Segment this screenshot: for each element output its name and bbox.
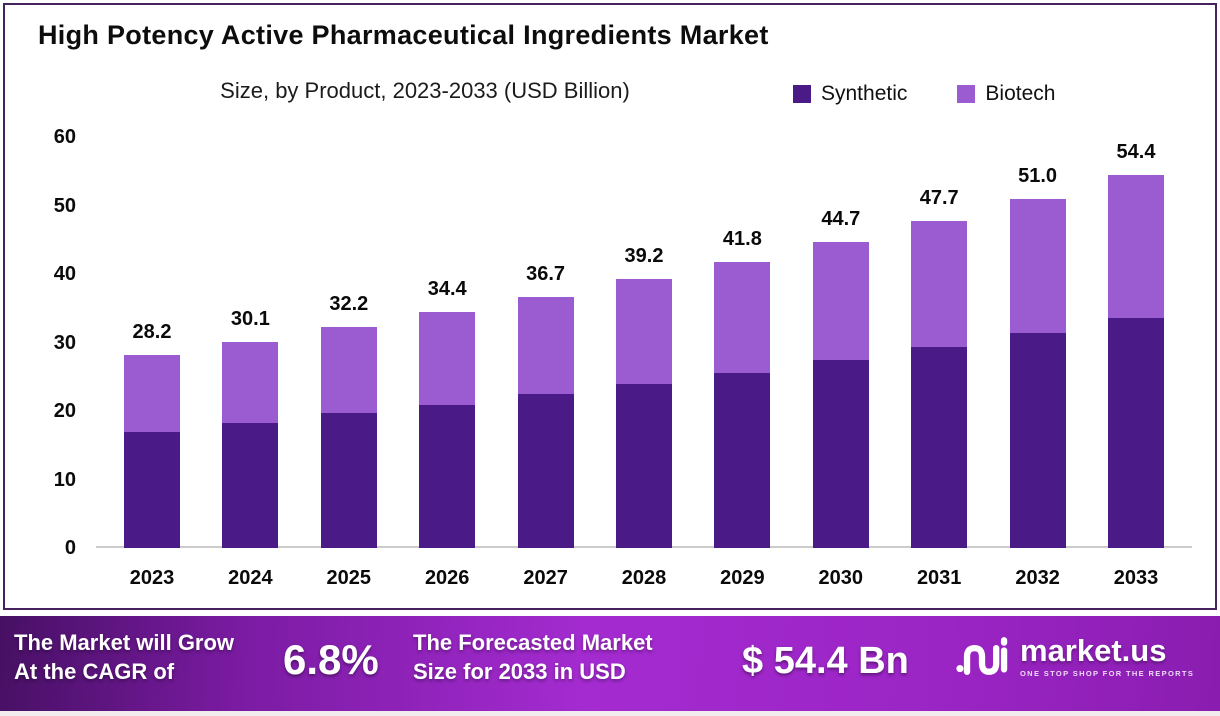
bar-2030-biotech	[812, 241, 869, 361]
legend-item-biotech: Biotech	[957, 82, 1055, 106]
x-axis-label-2027: 2027	[523, 567, 568, 589]
bar-2027-synthetic	[517, 393, 574, 548]
bar-total-label-2030: 44.7	[821, 207, 861, 230]
bar-2024-biotech	[222, 341, 279, 424]
bar-2023-synthetic	[124, 431, 180, 548]
x-axis-label-2028: 2028	[621, 567, 667, 589]
x-axis-label-2025: 2025	[326, 567, 372, 589]
chart-title: High Potency Active Pharmaceutical Ingre…	[38, 20, 769, 50]
bar-2031-biotech	[911, 221, 968, 348]
legend-label-biotech: Biotech	[985, 82, 1056, 105]
bar-2032-biotech	[1009, 198, 1066, 333]
bar-total-label-2031: 47.7	[919, 187, 959, 210]
marketus-logo: market.us ONE STOP SHOP FOR THE REPORTS	[956, 634, 1194, 678]
forecast-line1: The Forecasted Market	[413, 630, 653, 655]
footer-banner: The Market will Grow At the CAGR of 6.8%…	[0, 616, 1220, 711]
legend-label-synthetic: Synthetic	[821, 82, 908, 105]
forecast-line2: Size for 2033 in USD	[413, 659, 626, 684]
y-axis-label-10: 10	[53, 468, 76, 491]
bar-total-label-2032: 51.0	[1018, 164, 1058, 187]
bar-2028-biotech	[616, 279, 672, 385]
x-axis-label-2023: 2023	[129, 567, 175, 589]
legend-swatch-biotech	[957, 85, 976, 103]
y-axis-label-60: 60	[53, 126, 76, 148]
y-axis-label-40: 40	[53, 263, 76, 285]
y-axis-label-30: 30	[53, 331, 76, 354]
marketus-logo-tagline: ONE STOP SHOP FOR THE REPORTS	[1020, 668, 1195, 678]
bar-total-label-2023: 28.2	[132, 320, 172, 343]
x-axis-label-2031: 2031	[916, 567, 962, 589]
bar-2029-biotech	[714, 261, 771, 373]
bar-total-label-2033: 54.4	[1116, 141, 1156, 164]
bar-2024-synthetic	[222, 423, 279, 548]
market-growth-text: The Market will Grow At the CAGR of	[14, 628, 234, 686]
bar-2026-synthetic	[419, 404, 476, 548]
bar-2027-biotech	[517, 296, 574, 394]
legend-item-synthetic: Synthetic	[793, 82, 907, 106]
marketus-logo-icon	[956, 637, 1008, 675]
bar-total-label-2024: 30.1	[230, 307, 270, 330]
y-axis-label-0: 0	[64, 537, 76, 559]
x-axis-label-2026: 2026	[424, 567, 470, 589]
legend-swatch-synthetic	[793, 85, 811, 103]
bar-2033-biotech	[1108, 175, 1164, 318]
bar-2025-biotech	[320, 327, 377, 414]
x-axis-label-2030: 2030	[818, 567, 864, 589]
forecast-value: $ 54.4 Bn	[742, 640, 909, 682]
bar-2023-biotech	[124, 354, 180, 432]
chart-subtitle: Size, by Product, 2023-2033 (USD Billion…	[220, 78, 630, 103]
bar-total-label-2028: 39.2	[624, 245, 664, 268]
cagr-value: 6.8%	[283, 636, 379, 683]
market-growth-line2: At the CAGR of	[14, 659, 175, 684]
plot-area: 0 10 20 30 40 50 60 28.2 2023 30.1 2024 32.2 2025 34.…	[53, 126, 1192, 589]
bar-2026-biotech	[419, 312, 476, 405]
marketus-logo-text: market.us	[1020, 632, 1167, 668]
x-axis-label-2029: 2029	[720, 567, 765, 589]
bar-2032-synthetic	[1009, 332, 1066, 548]
bar-total-label-2026: 34.4	[427, 278, 467, 301]
bar-2030-synthetic	[812, 360, 869, 548]
x-axis-label-2024: 2024	[228, 567, 273, 589]
bar-total-label-2027: 36.7	[526, 262, 566, 285]
legend: Synthetic Biotech	[793, 82, 1055, 106]
bar-2025-synthetic	[320, 413, 377, 548]
y-axis-label-20: 20	[53, 400, 76, 422]
bar-total-label-2025: 32.2	[329, 293, 369, 316]
x-axis-label-2032: 2032	[1015, 567, 1060, 589]
forecast-text: The Forecasted Market Size for 2033 in U…	[413, 628, 653, 686]
marketus-logo-wordmark: market.us ONE STOP SHOP FOR THE REPORTS	[1020, 635, 1194, 678]
bar-2033-synthetic	[1108, 317, 1164, 548]
bar-2028-synthetic	[616, 384, 672, 548]
x-axis-label-2033: 2033	[1113, 567, 1159, 589]
bar-total-label-2029: 41.8	[722, 227, 762, 250]
y-axis-label-50: 50	[53, 194, 76, 217]
market-growth-line1: The Market will Grow	[14, 630, 235, 655]
bar-2029-synthetic	[714, 372, 771, 548]
bottom-edge-strip	[0, 711, 1220, 716]
bar-2031-synthetic	[911, 347, 968, 548]
